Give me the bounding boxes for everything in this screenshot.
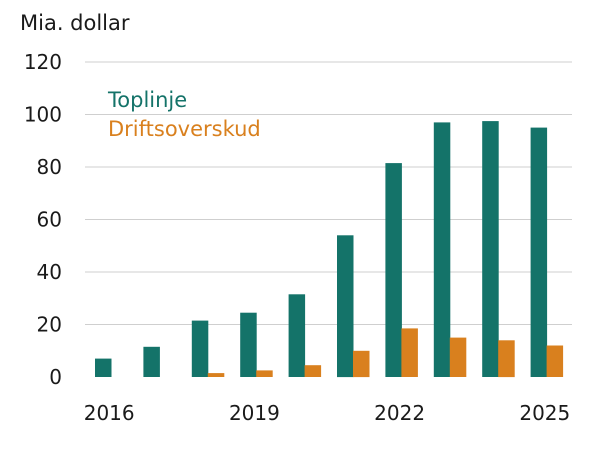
y-tick-label: 100 bbox=[24, 103, 62, 127]
legend-entry-driftsoverskud: Driftsoverskud bbox=[108, 117, 261, 141]
y-tick-label: 60 bbox=[37, 208, 62, 232]
y-tick-label: 80 bbox=[37, 155, 62, 179]
y-tick-label: 120 bbox=[24, 50, 62, 74]
bar-driftsoverskud-2020 bbox=[304, 365, 322, 377]
bar-driftsoverskud-2021 bbox=[353, 350, 370, 378]
bar-driftsoverskud-2024 bbox=[498, 340, 515, 378]
bar-toplinje-2019 bbox=[240, 312, 257, 377]
x-tick-label: 2025 bbox=[519, 401, 570, 425]
bar-driftsoverskud-2025 bbox=[546, 345, 564, 377]
bar-toplinje-2016 bbox=[95, 358, 112, 377]
bar-toplinje-2017 bbox=[143, 346, 160, 377]
bar-driftsoverskud-2023 bbox=[449, 337, 467, 377]
legend: Toplinje Driftsoverskud bbox=[107, 88, 261, 141]
bar-driftsoverskud-2018 bbox=[207, 373, 225, 377]
x-axis-ticks: 2016 2019 2022 2025 bbox=[84, 401, 571, 425]
bar-toplinje-2025 bbox=[530, 127, 548, 377]
bar-toplinje-2024 bbox=[482, 121, 499, 377]
y-axis-ticks: 0 20 40 60 80 100 120 bbox=[24, 50, 62, 389]
bar-toplinje-2020 bbox=[288, 294, 306, 377]
x-tick-label: 2019 bbox=[229, 401, 280, 425]
x-tick-label: 2022 bbox=[374, 401, 425, 425]
y-tick-label: 0 bbox=[49, 365, 62, 389]
bar-driftsoverskud-2022 bbox=[401, 328, 418, 377]
bars bbox=[95, 121, 564, 378]
y-tick-label: 40 bbox=[37, 260, 62, 284]
y-axis-unit-label: Mia. dollar bbox=[20, 11, 130, 35]
bar-toplinje-2018 bbox=[191, 320, 209, 377]
bar-toplinje-2022 bbox=[385, 163, 402, 377]
bar-toplinje-2021 bbox=[337, 235, 354, 378]
legend-entry-toplinje: Toplinje bbox=[107, 88, 187, 112]
bar-driftsoverskud-2019 bbox=[256, 370, 273, 377]
x-tick-label: 2016 bbox=[84, 401, 135, 425]
y-tick-label: 20 bbox=[37, 313, 62, 337]
bar-toplinje-2023 bbox=[433, 122, 451, 378]
